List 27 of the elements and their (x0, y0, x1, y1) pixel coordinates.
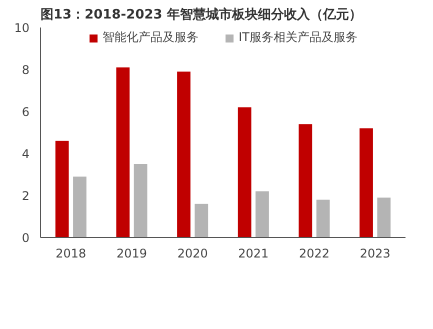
bar (238, 107, 252, 238)
x-tick-label: 2021 (238, 246, 269, 260)
bar (256, 191, 269, 238)
y-tick-label: 0 (22, 231, 30, 245)
y-tick-label: 8 (22, 63, 30, 77)
x-tick-label: 2020 (177, 246, 208, 260)
bar (55, 140, 69, 238)
x-tick-label: 2022 (298, 246, 330, 260)
x-tick-label: 2023 (360, 246, 390, 260)
bar (177, 72, 190, 238)
y-tick-label: 6 (22, 105, 30, 119)
bar (73, 176, 86, 238)
x-tick-label: 2019 (116, 246, 148, 260)
bar (134, 164, 148, 238)
y-tick-label: 4 (22, 147, 30, 161)
chart-title: 图13：2018-2023 年智慧城市板块细分收入（亿元） (40, 6, 362, 22)
y-tick-label: 10 (14, 21, 30, 35)
legend-label: IT服务相关产品及服务 (238, 29, 358, 46)
bar (298, 124, 312, 238)
bar (116, 67, 130, 238)
bar (316, 200, 330, 238)
y-tick-label: 2 (22, 189, 30, 203)
bar (194, 204, 208, 238)
bar (360, 128, 373, 238)
bar (377, 198, 391, 238)
legend-label: 智能化产品及服务 (102, 29, 199, 46)
x-tick-label: 2018 (56, 246, 86, 260)
